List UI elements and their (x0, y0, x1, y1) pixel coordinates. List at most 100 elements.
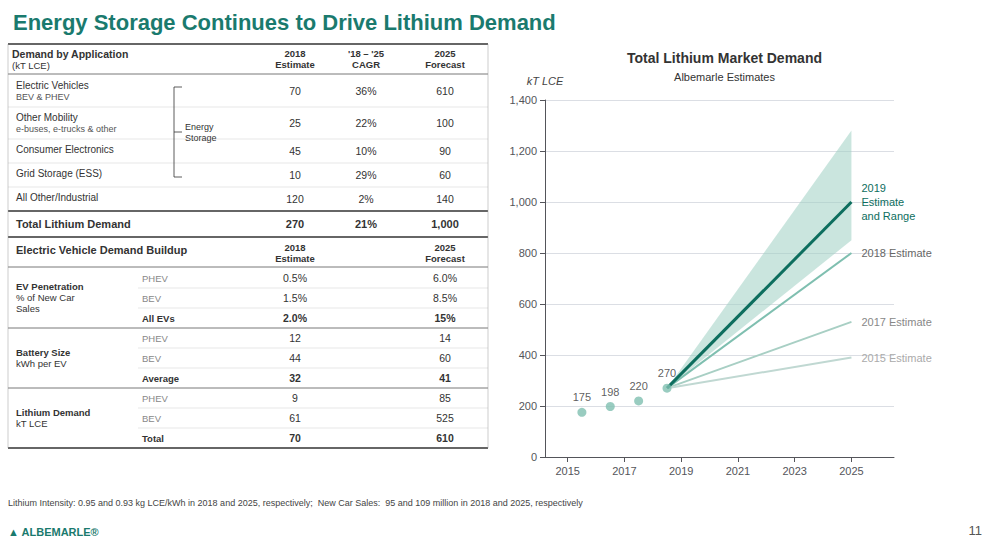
svg-text:Forecast: Forecast (425, 59, 465, 70)
svg-text:2023: 2023 (782, 465, 806, 477)
svg-text:PHEV: PHEV (142, 393, 169, 404)
svg-text:140: 140 (436, 193, 454, 205)
svg-text:and Range: and Range (861, 210, 915, 222)
svg-text:41: 41 (439, 372, 451, 384)
svg-text:610: 610 (436, 85, 454, 97)
svg-text:70: 70 (289, 432, 301, 444)
svg-text:Total Lithium Demand: Total Lithium Demand (16, 218, 131, 230)
svg-text:Consumer Electronics: Consumer Electronics (16, 144, 114, 155)
svg-text:1,000: 1,000 (431, 218, 459, 230)
svg-text:kWh per EV: kWh per EV (16, 358, 67, 369)
svg-text:EV Penetration: EV Penetration (16, 281, 84, 292)
svg-text:(kT LCE): (kT LCE) (12, 60, 50, 71)
svg-text:25: 25 (289, 117, 301, 129)
svg-text:'18 – '25: '18 – '25 (348, 48, 385, 59)
svg-text:1,400: 1,400 (509, 94, 537, 106)
svg-text:Electric Vehicle Demand Buildu: Electric Vehicle Demand Buildup (16, 244, 187, 256)
svg-text:Sales: Sales (16, 303, 40, 314)
svg-text:6.0%: 6.0% (433, 272, 457, 284)
svg-text:BEV: BEV (142, 293, 162, 304)
svg-text:175: 175 (573, 391, 591, 403)
svg-text:10: 10 (289, 169, 301, 181)
svg-text:800: 800 (519, 247, 537, 259)
svg-text:120: 120 (286, 193, 304, 205)
svg-text:2%: 2% (358, 193, 373, 205)
svg-text:Estimate: Estimate (275, 253, 315, 264)
svg-text:Albemarle Estimates: Albemarle Estimates (674, 71, 775, 83)
svg-text:2015: 2015 (555, 465, 579, 477)
svg-text:1,200: 1,200 (509, 145, 537, 157)
svg-text:0.5%: 0.5% (283, 272, 307, 284)
svg-text:CAGR: CAGR (352, 59, 380, 70)
svg-text:Total: Total (142, 433, 164, 444)
svg-text:Average: Average (142, 373, 179, 384)
svg-text:% of New Car: % of New Car (16, 292, 75, 303)
svg-text:BEV & PHEV: BEV & PHEV (16, 92, 70, 102)
svg-text:1.5%: 1.5% (283, 292, 307, 304)
svg-text:61: 61 (289, 412, 301, 424)
svg-text:400: 400 (519, 349, 537, 361)
svg-text:kT LCE: kT LCE (16, 418, 48, 429)
svg-text:Battery Size: Battery Size (16, 347, 70, 358)
svg-text:2025: 2025 (839, 465, 863, 477)
svg-text:15%: 15% (434, 312, 456, 324)
svg-text:▲ ALBEMARLE®: ▲ ALBEMARLE® (8, 526, 99, 538)
svg-text:2018: 2018 (284, 48, 305, 59)
svg-text:85: 85 (439, 392, 451, 404)
svg-text:525: 525 (436, 412, 454, 424)
svg-text:270: 270 (286, 218, 304, 230)
svg-text:BEV: BEV (142, 353, 162, 364)
svg-text:14: 14 (439, 332, 451, 344)
svg-text:12: 12 (289, 332, 301, 344)
svg-text:60: 60 (439, 169, 451, 181)
svg-text:Estimate: Estimate (275, 59, 315, 70)
svg-text:Lithium Intensity: 0.95 and 0.: Lithium Intensity: 0.95 and 0.93 kg LCE/… (8, 498, 583, 508)
svg-text:2025: 2025 (434, 48, 456, 59)
svg-text:610: 610 (436, 432, 454, 444)
svg-text:Total Lithium Market Demand: Total Lithium Market Demand (627, 50, 822, 66)
svg-text:BEV: BEV (142, 413, 162, 424)
svg-text:2.0%: 2.0% (283, 312, 308, 324)
svg-text:2015 Estimate: 2015 Estimate (861, 352, 931, 364)
svg-text:44: 44 (289, 352, 301, 364)
svg-text:0: 0 (531, 451, 537, 463)
svg-text:All EVs: All EVs (142, 313, 175, 324)
svg-text:220: 220 (629, 380, 647, 392)
svg-text:270: 270 (658, 367, 676, 379)
svg-text:Electric Vehicles: Electric Vehicles (16, 80, 89, 91)
svg-text:29%: 29% (355, 169, 376, 181)
svg-text:90: 90 (439, 145, 451, 157)
svg-text:600: 600 (519, 298, 537, 310)
svg-text:200: 200 (519, 400, 537, 412)
svg-text:All Other/Industrial: All Other/Industrial (16, 192, 98, 203)
svg-text:Estimate: Estimate (861, 196, 904, 208)
svg-text:Demand by Application: Demand by Application (12, 48, 128, 60)
svg-text:10%: 10% (355, 145, 376, 157)
svg-text:kT LCE: kT LCE (527, 75, 564, 87)
svg-text:Energy: Energy (185, 122, 214, 132)
svg-text:2018 Estimate: 2018 Estimate (861, 247, 931, 259)
svg-text:21%: 21% (355, 218, 377, 230)
svg-text:45: 45 (289, 145, 301, 157)
svg-text:198: 198 (601, 386, 619, 398)
svg-text:11: 11 (969, 523, 983, 538)
svg-text:2025: 2025 (434, 242, 456, 253)
svg-text:Forecast: Forecast (425, 253, 465, 264)
svg-text:2017: 2017 (612, 465, 636, 477)
svg-text:70: 70 (289, 85, 301, 97)
svg-text:PHEV: PHEV (142, 333, 169, 344)
svg-text:2017 Estimate: 2017 Estimate (861, 316, 931, 328)
svg-text:2018: 2018 (284, 242, 305, 253)
svg-text:100: 100 (436, 117, 454, 129)
svg-text:9: 9 (292, 392, 298, 404)
svg-text:1,000: 1,000 (509, 196, 537, 208)
svg-text:36%: 36% (355, 85, 376, 97)
svg-text:Lithium Demand: Lithium Demand (16, 407, 91, 418)
svg-text:PHEV: PHEV (142, 273, 169, 284)
svg-text:22%: 22% (355, 117, 376, 129)
svg-text:Storage: Storage (185, 133, 217, 143)
svg-text:2019: 2019 (861, 182, 885, 194)
svg-text:2021: 2021 (726, 465, 750, 477)
svg-text:32: 32 (289, 372, 301, 384)
svg-text:8.5%: 8.5% (433, 292, 457, 304)
